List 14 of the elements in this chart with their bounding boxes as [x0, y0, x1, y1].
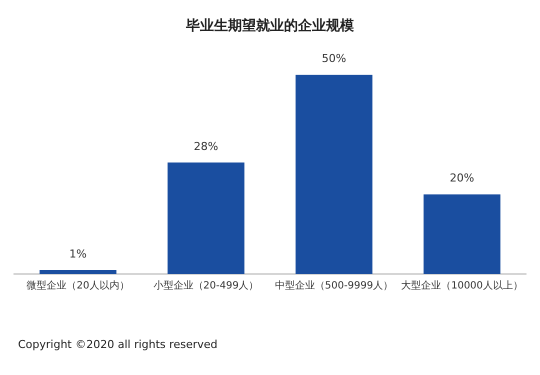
x-tick-label: 大型企业（10000人以上） [401, 280, 523, 292]
bar [168, 162, 244, 274]
data-label: 50% [322, 52, 346, 66]
data-label: 20% [450, 172, 474, 185]
x-tick-label: 微型企业（20人以内） [26, 280, 130, 292]
bar [40, 270, 116, 274]
data-label: 28% [194, 140, 218, 153]
text: Copyright ©2020 all rights reserved [18, 338, 218, 351]
bar [296, 74, 372, 274]
bar [424, 194, 500, 274]
x-tick-label: 中型企业（500-9999人） [274, 280, 394, 292]
data-label: 1% [69, 247, 87, 260]
chart-title: 毕业生期望就业的企业规模 [185, 17, 355, 34]
x-tick-label: 小型企业（20-499人） [153, 280, 259, 292]
